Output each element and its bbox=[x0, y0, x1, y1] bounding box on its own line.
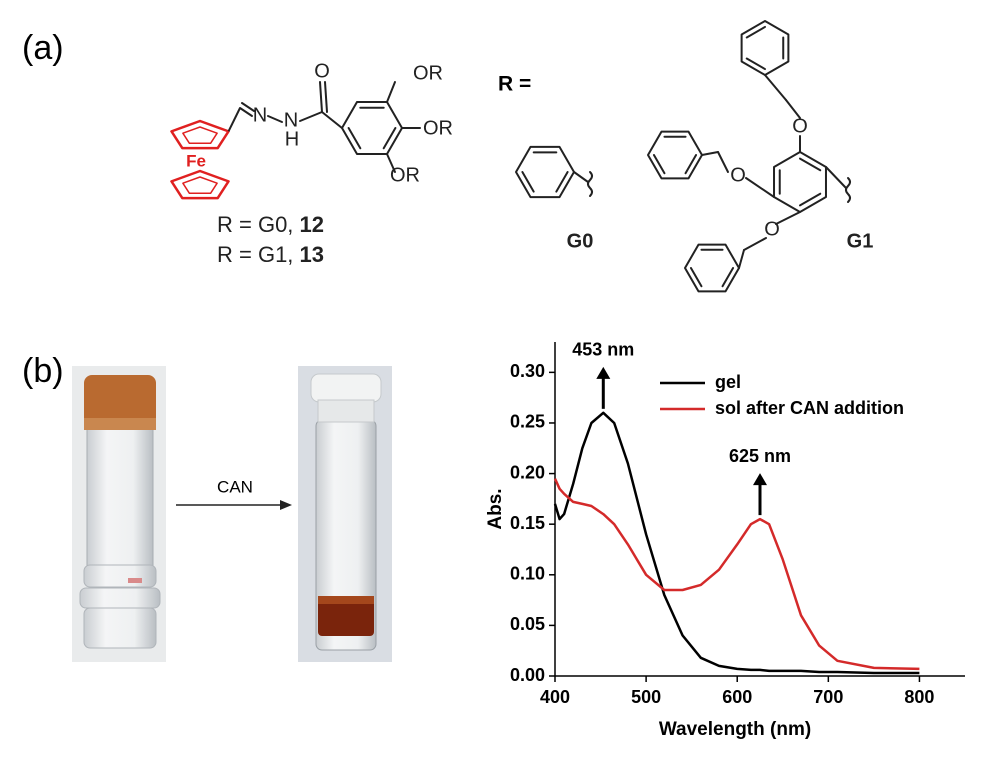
ring bbox=[341, 101, 403, 155]
ring bbox=[647, 130, 703, 180]
atom-label: O bbox=[792, 115, 808, 137]
bond bbox=[386, 152, 396, 173]
bond bbox=[799, 192, 822, 207]
y-tick-label: 0.30 bbox=[510, 361, 545, 381]
bond bbox=[775, 211, 801, 225]
bond bbox=[701, 151, 719, 156]
annotation-label: 453 nm bbox=[572, 340, 634, 360]
bond bbox=[717, 151, 729, 173]
vial-photo bbox=[298, 366, 392, 662]
vial-photo bbox=[72, 366, 166, 662]
atom-label: N bbox=[284, 109, 298, 131]
legend-label: sol after CAN addition bbox=[715, 398, 904, 418]
bond bbox=[684, 154, 698, 175]
bond bbox=[241, 102, 255, 112]
bond bbox=[745, 57, 766, 71]
atom-label: OR bbox=[413, 62, 443, 84]
bond bbox=[743, 237, 767, 251]
x-tick-label: 700 bbox=[813, 687, 843, 707]
x-tick-label: 500 bbox=[631, 687, 661, 707]
ferrocene bbox=[170, 119, 230, 200]
legend-label: gel bbox=[715, 372, 741, 392]
ring bbox=[515, 145, 575, 199]
substituent-label: G0 bbox=[567, 230, 594, 252]
y-tick-label: 0.00 bbox=[510, 665, 545, 685]
compound-number: 13 bbox=[300, 242, 324, 267]
reagent-label: CAN bbox=[217, 477, 253, 496]
cp-ring bbox=[170, 169, 230, 200]
cp-ring-inner bbox=[182, 126, 218, 145]
y-tick-label: 0.20 bbox=[510, 462, 545, 482]
caption-text: R = G1, bbox=[217, 242, 300, 267]
bond bbox=[239, 107, 253, 117]
bond bbox=[689, 267, 703, 288]
bond bbox=[227, 107, 241, 132]
bond bbox=[745, 25, 766, 39]
atom-label: O bbox=[764, 218, 780, 240]
structure bbox=[239, 20, 851, 293]
y-axis-label: Abs. bbox=[485, 488, 506, 529]
wavy-bond bbox=[587, 171, 593, 197]
y-tick-label: 0.05 bbox=[510, 614, 545, 634]
substituent-label: G1 bbox=[847, 230, 874, 252]
y-tick-label: 0.25 bbox=[510, 412, 545, 432]
arrow-head bbox=[280, 500, 292, 510]
bond bbox=[319, 81, 323, 113]
x-tick-label: 600 bbox=[722, 687, 752, 707]
series-line bbox=[553, 411, 920, 675]
atom-label: H bbox=[285, 128, 299, 150]
bond bbox=[824, 166, 847, 189]
bond bbox=[267, 115, 283, 123]
bond bbox=[721, 267, 735, 288]
bond bbox=[386, 81, 396, 104]
chart: 0.00 0.05 0.10 0.15 0.20 0.25 0.30 400 500 600 700… bbox=[485, 340, 965, 740]
y-tick-label: 0.15 bbox=[510, 513, 545, 533]
bond bbox=[573, 171, 589, 183]
caption: R = G0, 12 bbox=[217, 212, 324, 237]
annotation-arrow-head bbox=[596, 366, 611, 379]
annotation-label: 625 nm bbox=[729, 446, 791, 466]
atom-label: OR bbox=[390, 164, 420, 186]
ring bbox=[684, 243, 740, 293]
atom-label: O bbox=[314, 60, 330, 82]
series-line bbox=[553, 478, 920, 671]
bond bbox=[799, 157, 822, 172]
ring bbox=[740, 20, 790, 76]
r-label: R = bbox=[498, 73, 531, 96]
atom-label: O bbox=[730, 164, 746, 186]
bond bbox=[738, 249, 745, 269]
wavy-bond bbox=[845, 177, 851, 203]
bond bbox=[382, 127, 397, 150]
x-tick-label: 800 bbox=[904, 687, 934, 707]
compound-number: 12 bbox=[300, 212, 324, 237]
bond bbox=[745, 177, 776, 198]
cp-ring-inner bbox=[182, 176, 218, 195]
bond bbox=[324, 81, 328, 113]
bond bbox=[764, 74, 787, 101]
caption: R = G1, 13 bbox=[217, 242, 324, 267]
bond bbox=[785, 99, 801, 119]
atom-label: N bbox=[253, 104, 267, 126]
bond bbox=[299, 111, 323, 122]
x-tick-label: 400 bbox=[540, 687, 570, 707]
panel-label: (b) bbox=[22, 352, 64, 390]
bond bbox=[321, 111, 343, 129]
panel-label: (a) bbox=[22, 29, 64, 67]
annotation-arrow-head bbox=[753, 473, 767, 486]
x-axis-label: Wavelength (nm) bbox=[659, 719, 811, 740]
bond bbox=[521, 171, 535, 193]
bond bbox=[347, 127, 362, 150]
bond bbox=[652, 154, 666, 175]
bond bbox=[555, 171, 569, 193]
atom-label: OR bbox=[423, 117, 453, 139]
cp-ring bbox=[170, 119, 230, 150]
ring bbox=[773, 151, 827, 213]
atom-label: Fe bbox=[186, 151, 206, 170]
y-tick-label: 0.10 bbox=[510, 564, 545, 584]
caption-text: R = G0, bbox=[217, 212, 300, 237]
